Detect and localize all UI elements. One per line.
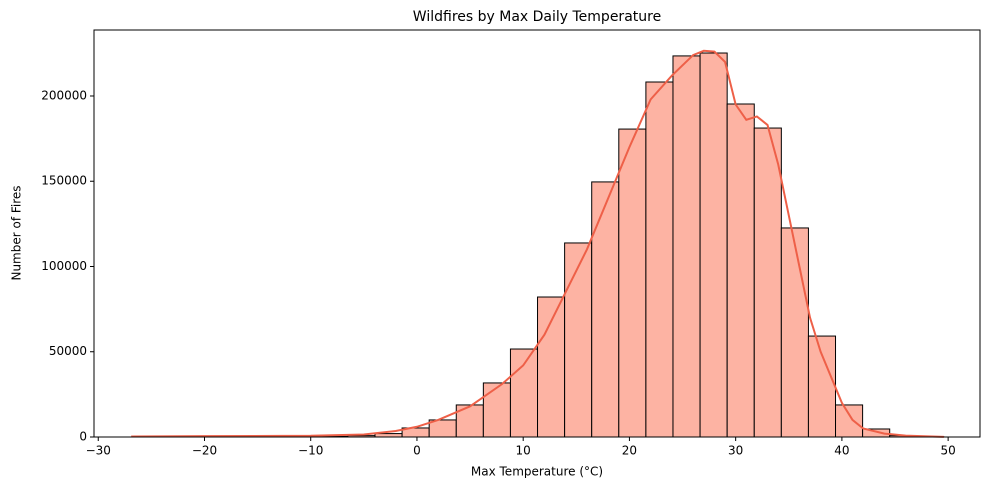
bar [672, 55, 701, 438]
bar [726, 103, 755, 438]
bar [482, 382, 511, 438]
y-tick-label: 50000 [49, 344, 87, 358]
x-tick-label: 40 [834, 444, 849, 458]
bar [807, 335, 837, 438]
bar [564, 242, 593, 438]
bar [699, 52, 728, 438]
chart-title: Wildfires by Max Daily Temperature [413, 9, 661, 25]
bar [835, 404, 864, 438]
y-tick-label: 150000 [41, 174, 87, 188]
x-tick-label: 30 [728, 444, 743, 458]
x-tick-label: 10 [516, 444, 531, 458]
x-tick-label: 50 [940, 444, 955, 458]
bar [591, 181, 620, 438]
x-tick-label: 0 [413, 444, 421, 458]
x-axis-label: Max Temperature (°C) [471, 465, 603, 479]
x-tick-label: 20 [622, 444, 637, 458]
bar [509, 348, 539, 438]
bar [537, 296, 566, 438]
x-tick-label: −10 [298, 444, 323, 458]
x-tick-label: −20 [192, 444, 217, 458]
bar [780, 227, 809, 438]
bar [374, 433, 403, 438]
y-tick-label: 100000 [41, 259, 87, 273]
y-tick-label: 200000 [41, 88, 87, 102]
bar [618, 128, 647, 438]
y-tick-label: 0 [79, 430, 87, 444]
bar [645, 81, 674, 438]
plot-frame [93, 29, 981, 438]
x-tick-label: −30 [86, 444, 111, 458]
kde-line [131, 49, 944, 438]
bar [753, 127, 782, 438]
y-axis-label: Number of Fires [10, 185, 24, 280]
